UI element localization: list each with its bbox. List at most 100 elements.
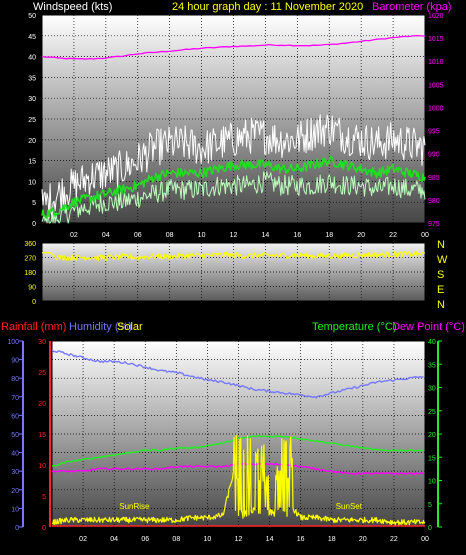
wind-y-tick: 10 (28, 179, 36, 186)
direction-line (42, 250, 426, 262)
compass-label: W (437, 254, 448, 266)
rainfall-tick: 5 (42, 494, 46, 501)
x-tick: 20 (357, 232, 365, 239)
temp-x-ticks: 02 04 06 08 10 12 14 16 18 20 22 00 (79, 536, 429, 543)
wind-y-tick: 15 (28, 159, 36, 166)
direction-y-tick: 0 (32, 299, 36, 306)
x-tick: 06 (134, 232, 142, 239)
x-tick: 16 (297, 536, 305, 543)
humidity-tick: 30 (11, 469, 19, 476)
x-tick: 12 (230, 232, 238, 239)
wind-y-tick: 30 (28, 96, 36, 103)
chart-title: 24 hour graph day : 11 November 2020 (172, 1, 363, 13)
rainfall-tick: 10 (38, 463, 46, 470)
wind-y-tick: 40 (28, 55, 36, 62)
barometer-y-tick: 1020 (428, 13, 444, 20)
x-tick: 10 (198, 232, 206, 239)
x-tick: 16 (293, 232, 301, 239)
humidity-tick: 20 (11, 488, 19, 495)
barometer-line (41, 34, 426, 60)
rainfall-tick: 25 (38, 370, 46, 377)
compass-label: N (437, 299, 445, 311)
wind-y-tick: 50 (28, 13, 36, 20)
humidity-tick: 90 (11, 358, 19, 365)
x-tick: 10 (204, 536, 212, 543)
x-tick: 22 (389, 232, 397, 239)
wind-low-line (41, 171, 426, 224)
temperature-axis-label: Temperature (°C) (312, 321, 396, 333)
direction-y-tick: 90 (28, 285, 36, 292)
wind-y-tick: 20 (28, 138, 36, 145)
wind-y-tick: 0 (32, 221, 36, 228)
compass-label: N (437, 239, 445, 251)
temp-axis-ticks: 1009080706050403020100302520151050403530… (7, 339, 442, 532)
wind-average-line (41, 155, 426, 219)
dewpoint-series (51, 462, 424, 475)
direction-y-ticks: 360 270 180 90 0 (24, 241, 36, 306)
sun-annotations: SunRise SunSet (119, 502, 362, 511)
temperature-tick: 15 (428, 455, 436, 462)
barometer-y-tick: 1005 (428, 82, 444, 89)
barometer-y-tick: 980 (428, 198, 440, 205)
humidity-tick: 100 (7, 339, 19, 346)
temperature-line (51, 435, 424, 467)
direction-y-tick: 180 (24, 270, 36, 277)
compass-label: E (437, 284, 444, 296)
humidity-tick: 0 (15, 525, 19, 532)
wind-axis-label: Windspeed (kts) (33, 1, 112, 13)
humidity-tick: 60 (11, 413, 19, 420)
barometer-y-ticks: 1020 1015 1010 1005 1000 995 990 985 980 975 (428, 13, 444, 228)
barometer-y-tick: 995 (428, 129, 440, 136)
solar-line (51, 435, 426, 526)
humidity-line (51, 349, 424, 399)
temperature-tick: 5 (428, 502, 432, 509)
humidity-tick: 80 (11, 376, 19, 383)
wind-plot-grid (42, 14, 426, 224)
wind-y-tick: 5 (32, 200, 36, 207)
humidity-series (51, 349, 424, 399)
temperature-tick: 30 (428, 386, 436, 393)
x-tick: 02 (79, 536, 87, 543)
humidity-axis-label: Humidity (%) (69, 321, 132, 333)
rainfall-tick: 15 (38, 432, 46, 439)
solar-axis-label: Solar (117, 321, 143, 333)
x-tick: 02 (70, 232, 78, 239)
wind-y-tick: 35 (28, 75, 36, 82)
x-tick: 08 (172, 536, 180, 543)
wind-average-series (41, 155, 426, 219)
rainfall-tick: 20 (38, 401, 46, 408)
wind-y-tick: 25 (28, 117, 36, 124)
barometer-y-tick: 985 (428, 175, 440, 182)
x-tick: 22 (390, 536, 398, 543)
wind-gust-line (41, 114, 426, 219)
x-tick: 14 (266, 536, 274, 543)
wind-low-series (41, 171, 426, 224)
rainfall-tick: 30 (38, 339, 46, 346)
barometer-y-tick: 975 (428, 221, 440, 228)
rainfall-tick: 0 (42, 525, 46, 532)
compass-label: S (437, 269, 444, 281)
wind-x-ticks: 02 04 06 08 10 12 14 16 18 20 22 00 (70, 232, 429, 239)
direction-plot-grid (42, 243, 426, 301)
temperature-series (51, 435, 424, 467)
x-tick: 00 (421, 232, 429, 239)
x-tick: 08 (166, 232, 174, 239)
humidity-tick: 10 (11, 506, 19, 513)
barometer-axis-label: Barometer (kpa) (372, 1, 451, 13)
temperature-tick: 20 (428, 432, 436, 439)
barometer-y-tick: 1000 (428, 105, 444, 112)
direction-y-tick: 360 (24, 241, 36, 248)
direction-y-tick: 270 (24, 256, 36, 263)
sun-annotation: SunRise (119, 502, 150, 511)
dewpoint-line (51, 462, 424, 475)
x-tick: 04 (110, 536, 118, 543)
temperature-tick: 40 (428, 339, 436, 346)
temperature-tick: 10 (428, 479, 436, 486)
humidity-tick: 40 (11, 451, 19, 458)
barometer-y-tick: 990 (428, 152, 440, 159)
dewpoint-axis-label: Dew Point (°C) (392, 321, 465, 333)
x-tick: 04 (102, 232, 110, 239)
